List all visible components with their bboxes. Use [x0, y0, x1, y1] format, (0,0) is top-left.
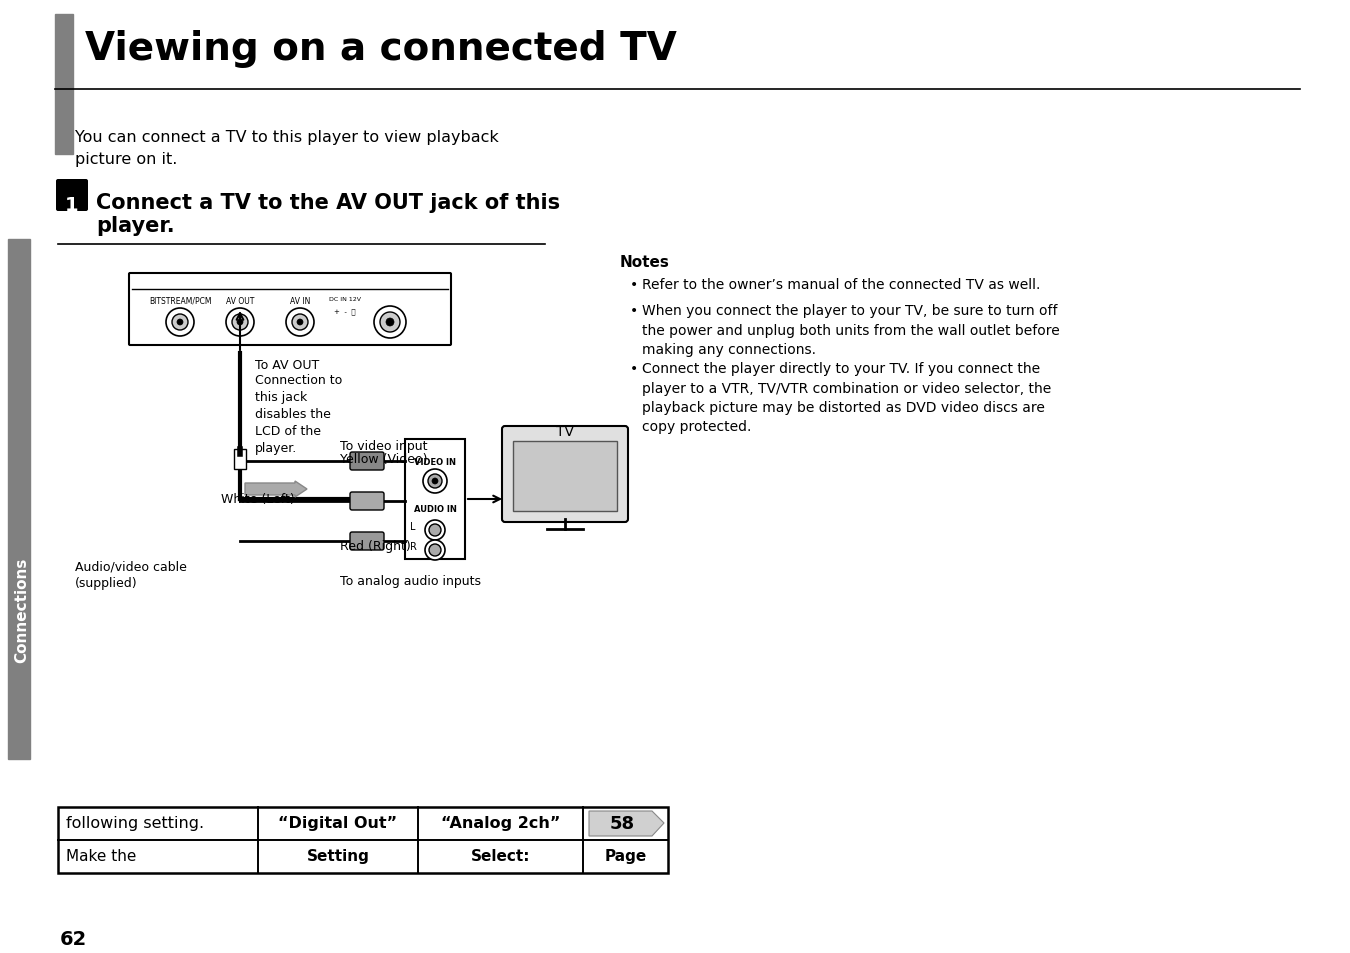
- FancyBboxPatch shape: [502, 427, 628, 522]
- Text: following setting.: following setting.: [66, 816, 204, 831]
- Circle shape: [171, 314, 188, 331]
- Text: Viewing on a connected TV: Viewing on a connected TV: [85, 30, 676, 68]
- Text: R: R: [409, 541, 416, 552]
- Text: 1: 1: [65, 195, 78, 214]
- Circle shape: [225, 309, 254, 336]
- Text: •: •: [630, 361, 639, 375]
- Text: White (Left): White (Left): [221, 493, 296, 505]
- Text: AUDIO IN: AUDIO IN: [413, 504, 456, 514]
- Bar: [8, 240, 30, 760]
- Circle shape: [238, 319, 243, 326]
- Text: BITSTREAM/PCM: BITSTREAM/PCM: [148, 296, 211, 306]
- Circle shape: [429, 524, 441, 537]
- Text: Red (Right): Red (Right): [340, 539, 410, 553]
- Text: AV OUT: AV OUT: [225, 296, 254, 306]
- Bar: [405, 439, 464, 559]
- Text: AV IN: AV IN: [290, 296, 310, 306]
- FancyBboxPatch shape: [350, 533, 383, 551]
- Text: “Digital Out”: “Digital Out”: [278, 816, 397, 831]
- Circle shape: [374, 307, 406, 338]
- Text: Connect a TV to the AV OUT jack of this: Connect a TV to the AV OUT jack of this: [96, 193, 560, 213]
- Bar: [55, 15, 73, 154]
- Text: Connect the player directly to your TV. If you connect the
player to a VTR, TV/V: Connect the player directly to your TV. …: [643, 361, 1052, 434]
- Text: +  -  ⏚: + - ⏚: [335, 308, 356, 314]
- Text: player.: player.: [96, 215, 174, 235]
- FancyBboxPatch shape: [350, 453, 383, 471]
- Text: 58: 58: [610, 814, 634, 832]
- Text: To video input: To video input: [340, 439, 428, 453]
- Text: When you connect the player to your TV, be sure to turn off
the power and unplug: When you connect the player to your TV, …: [643, 304, 1060, 356]
- Text: Yellow (Video): Yellow (Video): [340, 453, 428, 465]
- Text: Notes: Notes: [620, 254, 670, 270]
- Text: TV: TV: [556, 424, 574, 438]
- Text: Connection to
this jack
disables the
LCD of the
player.: Connection to this jack disables the LCD…: [255, 374, 343, 455]
- Bar: [58, 807, 668, 873]
- Circle shape: [386, 318, 394, 327]
- Circle shape: [432, 478, 437, 484]
- Circle shape: [428, 475, 441, 489]
- Text: To AV OUT: To AV OUT: [255, 358, 319, 372]
- Circle shape: [423, 470, 447, 494]
- FancyBboxPatch shape: [350, 493, 383, 511]
- Circle shape: [297, 319, 302, 326]
- Circle shape: [166, 309, 194, 336]
- Text: To analog audio inputs: To analog audio inputs: [340, 575, 481, 587]
- Circle shape: [429, 544, 441, 557]
- Text: Select:: Select:: [471, 848, 531, 863]
- Circle shape: [286, 309, 315, 336]
- Text: L: L: [410, 521, 416, 532]
- Text: Setting: Setting: [306, 848, 370, 863]
- Text: Page: Page: [605, 848, 647, 863]
- Text: You can connect a TV to this player to view playback: You can connect a TV to this player to v…: [76, 130, 498, 145]
- Circle shape: [379, 313, 400, 333]
- FancyBboxPatch shape: [55, 180, 88, 212]
- Text: DC IN 12V: DC IN 12V: [329, 296, 360, 302]
- Polygon shape: [589, 811, 664, 836]
- Text: •: •: [630, 304, 639, 317]
- Text: VIDEO IN: VIDEO IN: [414, 457, 456, 467]
- Bar: [234, 450, 246, 470]
- Circle shape: [292, 314, 308, 331]
- Circle shape: [177, 319, 184, 326]
- Circle shape: [425, 540, 446, 560]
- FancyArrow shape: [244, 481, 306, 497]
- Text: •: •: [630, 277, 639, 292]
- Text: 62: 62: [59, 929, 88, 948]
- Bar: [513, 441, 617, 512]
- Text: picture on it.: picture on it.: [76, 152, 177, 167]
- Text: Refer to the owner’s manual of the connected TV as well.: Refer to the owner’s manual of the conne…: [643, 277, 1041, 292]
- FancyBboxPatch shape: [130, 274, 451, 346]
- Circle shape: [232, 314, 248, 331]
- Text: Make the: Make the: [66, 848, 136, 863]
- Text: Connections: Connections: [15, 557, 30, 662]
- Circle shape: [425, 520, 446, 540]
- Text: Audio/video cable
(supplied): Audio/video cable (supplied): [76, 559, 186, 589]
- Text: “Analog 2ch”: “Analog 2ch”: [441, 816, 560, 831]
